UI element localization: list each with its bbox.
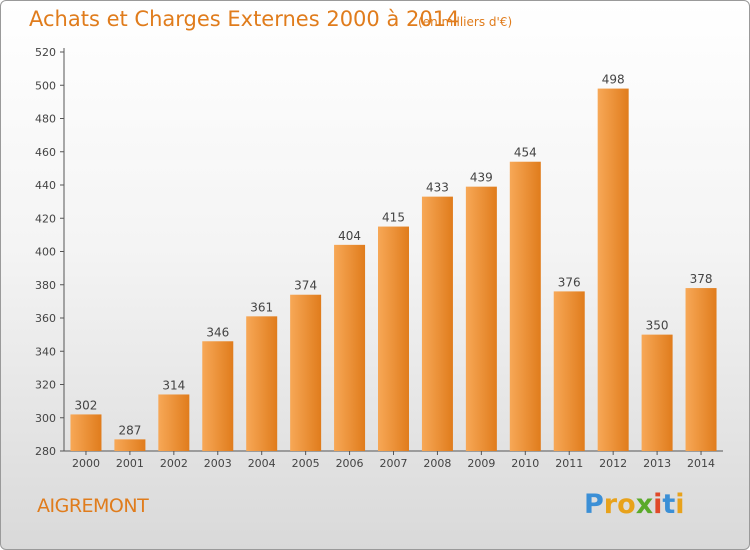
x-tick-label: 2007: [380, 457, 408, 470]
y-tick-label: 500: [35, 79, 56, 92]
data-label: 376: [558, 275, 581, 289]
y-tick-label: 300: [35, 412, 56, 425]
data-label: 302: [75, 398, 98, 412]
logo-letter: x: [635, 489, 654, 520]
logo-letter: P: [584, 489, 604, 520]
y-tick-label: 360: [35, 312, 56, 325]
bar: [246, 316, 278, 451]
logo-letter: o: [617, 489, 636, 520]
data-label: 415: [382, 211, 405, 225]
y-tick-label: 480: [35, 113, 56, 126]
chart-subtitle: (en milliers d'€): [418, 15, 513, 29]
x-tick-label: 2013: [643, 457, 671, 470]
bar: [158, 394, 190, 451]
bar: [202, 341, 234, 451]
bar: [378, 226, 409, 451]
y-tick-label: 380: [35, 279, 56, 292]
data-label: 314: [162, 378, 185, 392]
x-tick-label: 2011: [555, 457, 583, 470]
proxiti-logo[interactable]: Proxiti: [584, 489, 685, 520]
bars: [70, 88, 717, 451]
y-tick-label: 280: [35, 445, 56, 458]
y-tick-label: 460: [35, 146, 56, 159]
bar: [509, 161, 541, 451]
data-label: 378: [690, 272, 713, 286]
y-tick-label: 440: [35, 179, 56, 192]
y-tick-label: 400: [35, 246, 56, 259]
x-tick-label: 2002: [160, 457, 188, 470]
x-tick-label: 2006: [336, 457, 364, 470]
data-label: 346: [206, 325, 229, 339]
x-tick-label: 2005: [292, 457, 320, 470]
bar: [641, 334, 673, 451]
x-tick-label: 2004: [248, 457, 276, 470]
logo-letter: t: [662, 489, 676, 520]
data-label: 439: [470, 171, 493, 185]
logo-letter: i: [653, 489, 663, 520]
y-tick-label: 340: [35, 345, 56, 358]
logo-letter: r: [603, 489, 618, 520]
y-tick-label: 520: [35, 46, 56, 59]
commune-name: AIGREMONT: [37, 495, 149, 517]
bar: [685, 288, 717, 451]
y-tick-label: 420: [35, 212, 56, 225]
data-label: 374: [294, 279, 317, 293]
data-label: 350: [646, 319, 669, 333]
x-tick-label: 2001: [116, 457, 144, 470]
bar: [334, 244, 366, 451]
data-label: 361: [250, 300, 273, 314]
bar: [290, 294, 322, 451]
x-tick-label: 2014: [687, 457, 715, 470]
x-tick-label: 2009: [467, 457, 495, 470]
bar: [114, 439, 146, 451]
data-labels: 302 287 314 346 361 374 404 415 433 439 454 376 498 3…: [75, 73, 713, 438]
x-tick-label: 2000: [72, 457, 100, 470]
data-label: 498: [602, 73, 625, 87]
axes: 280 300 320 340 360 380 400 420 440 460 480 500 520 2…: [35, 46, 723, 470]
data-label: 287: [118, 423, 141, 437]
bar: [465, 186, 497, 451]
bar: [421, 196, 453, 451]
bar: [70, 414, 102, 451]
data-label: 454: [514, 146, 537, 160]
x-tick-label: 2008: [423, 457, 451, 470]
chart-title: Achats et Charges Externes 2000 à 2014: [29, 7, 460, 31]
x-tick-label: 2012: [599, 457, 627, 470]
logo-letter: i: [675, 489, 685, 520]
y-tick-label: 320: [35, 379, 56, 392]
x-tick-label: 2003: [204, 457, 232, 470]
bar: [553, 291, 585, 451]
data-label: 433: [426, 181, 449, 195]
bar: [597, 88, 629, 451]
data-label: 404: [338, 229, 361, 243]
x-tick-label: 2010: [511, 457, 539, 470]
